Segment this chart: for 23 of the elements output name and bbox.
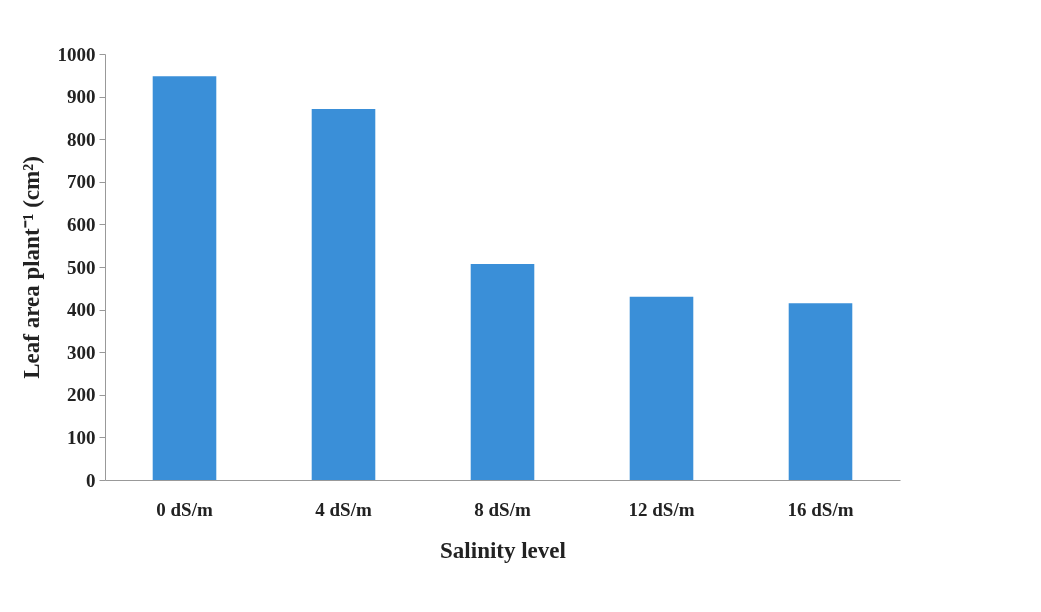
y-tick-label: 600 xyxy=(67,213,96,235)
y-tick-label: 900 xyxy=(67,86,96,108)
y-tick-label: 1000 xyxy=(57,43,96,65)
x-axis-title: Salinity level xyxy=(440,537,566,563)
x-tick-label: 8 dS/m xyxy=(474,498,531,520)
x-tick-label: 0 dS/m xyxy=(156,498,213,520)
x-tick-label: 16 dS/m xyxy=(787,498,854,520)
y-tick-label: 0 xyxy=(86,469,96,491)
y-axis-title: Leaf area plant⁻¹ (cm²) xyxy=(18,156,44,379)
x-tick-label: 12 dS/m xyxy=(628,498,695,520)
bar xyxy=(470,264,535,480)
y-tick-label: 800 xyxy=(67,128,96,150)
y-tick-label: 400 xyxy=(67,299,96,321)
bar xyxy=(152,76,217,480)
bar xyxy=(788,303,853,480)
y-tick-label: 100 xyxy=(67,426,96,448)
y-tick-label: 500 xyxy=(67,256,96,278)
bar xyxy=(629,296,694,480)
y-tick-label: 300 xyxy=(67,341,96,363)
y-tick-label: 700 xyxy=(67,171,96,193)
x-tick-label: 4 dS/m xyxy=(315,498,372,520)
y-tick-label: 200 xyxy=(67,384,96,406)
bar xyxy=(311,108,376,480)
